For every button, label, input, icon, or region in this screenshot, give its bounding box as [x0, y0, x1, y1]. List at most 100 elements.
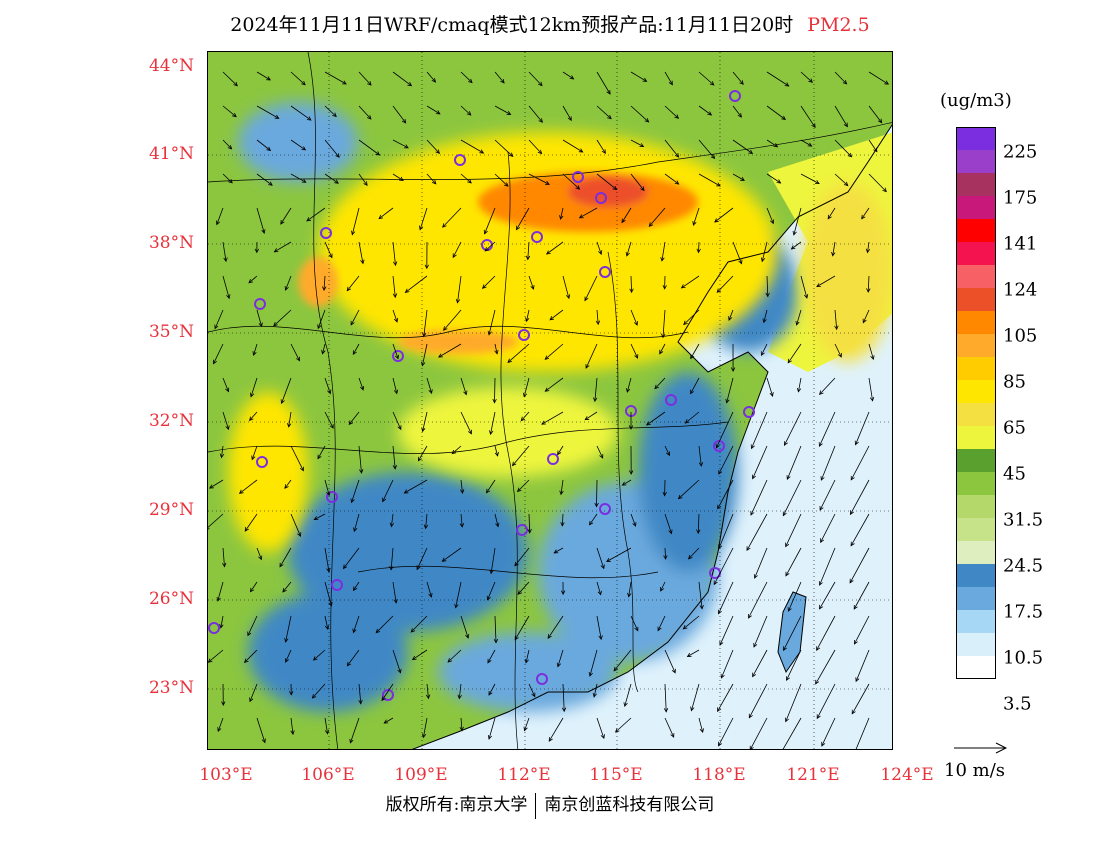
wind-arrow: [410, 615, 428, 633]
wind-arrow: [273, 309, 292, 327]
wind-arrow: [528, 275, 535, 290]
wind-arrow: [358, 139, 381, 156]
lon-label: 112°E: [497, 765, 551, 785]
wind-arrow: [483, 207, 496, 235]
color-swatch: [956, 449, 996, 472]
wind-arrow: [585, 343, 598, 369]
lat-label: 44°N: [148, 56, 194, 76]
lon-label: 118°E: [692, 765, 746, 785]
wind-arrow: [280, 377, 292, 405]
color-swatch: [956, 633, 996, 656]
wind-arrow: [254, 241, 260, 254]
wind-arrow: [324, 581, 333, 607]
wind-arrow: [322, 275, 327, 291]
wind-arrow: [760, 241, 768, 263]
wind-arrow: [249, 683, 258, 703]
wind-arrow: [850, 513, 870, 547]
wind-arrow: [816, 683, 836, 720]
wind-arrow: [782, 479, 802, 517]
legend-label: 124: [1003, 279, 1038, 301]
wind-arrow: [784, 411, 802, 446]
wind-arrow: [250, 581, 258, 593]
wind-arrow: [358, 445, 364, 474]
wind-arrow: [494, 71, 505, 84]
wind-arrow: [517, 581, 530, 595]
color-swatch: [956, 426, 996, 449]
wind-arrow: [730, 343, 736, 372]
color-swatch: [956, 150, 996, 173]
wind-arrow: [868, 377, 875, 402]
wind-arrow: [324, 717, 330, 735]
wind-arrow: [690, 377, 700, 395]
legend-label: 85: [1003, 371, 1026, 393]
wind-arrow: [714, 207, 734, 223]
wind-arrow: [222, 411, 230, 431]
wind-arrow: [313, 513, 326, 521]
wind-arrow: [516, 207, 530, 231]
wind-arrow: [392, 581, 398, 604]
wind-arrow: [850, 445, 870, 481]
wind-arrow: [630, 105, 650, 123]
city-marker: [208, 622, 220, 634]
title-text: 2024年11月11日WRF/cmaq模式12km预报产品:11月11日20时: [230, 14, 794, 36]
wind-arrow: [222, 173, 233, 184]
wind-arrow: [819, 479, 836, 511]
wind-arrow: [596, 547, 605, 570]
wind-arrow: [486, 581, 496, 601]
wind-arrow: [692, 207, 700, 226]
wind-arrow: [290, 343, 300, 362]
lon-label: 109°E: [394, 765, 448, 785]
wind-arrow: [782, 717, 802, 749]
wind-arrow: [353, 581, 360, 592]
wind-arrow: [596, 445, 604, 459]
wind-arrow: [311, 683, 326, 699]
wind-arrow: [664, 173, 680, 185]
wind-vectors: [208, 71, 890, 749]
wind-arrow: [460, 173, 472, 184]
wind-arrow: [815, 649, 836, 685]
wind-arrow: [630, 139, 645, 147]
wind-arrow: [447, 649, 462, 663]
copyright-owner: 版权所有:南京大学: [385, 795, 528, 815]
legend-label: 10.5: [1003, 647, 1044, 669]
color-swatch: [956, 380, 996, 403]
wind-arrow: [324, 105, 337, 118]
wind-arrow: [248, 275, 258, 284]
pollutant-label: PM2.5: [807, 14, 870, 36]
wind-arrow: [378, 207, 394, 220]
wind-arrow: [728, 309, 734, 322]
wind-arrow: [766, 71, 790, 87]
wind-arrow: [317, 445, 326, 460]
wind-arrow: [324, 615, 330, 630]
wind-arrow: [285, 649, 292, 663]
wind-arrow: [321, 343, 326, 355]
wind-arrow: [528, 71, 543, 87]
wind-arrow: [766, 207, 775, 225]
wind-arrow: [648, 207, 666, 227]
wind-arrow: [855, 649, 870, 683]
wind-arrow: [324, 173, 339, 184]
wind-arrow: [460, 377, 468, 396]
city-marker: [595, 192, 607, 204]
wind-arrow: [545, 241, 564, 255]
wind-arrow: [862, 309, 870, 324]
wind-arrow: [389, 513, 395, 528]
wind-arrow: [324, 479, 331, 497]
city-marker: [531, 231, 543, 243]
wind-arrow: [562, 275, 571, 300]
city-marker: [256, 456, 268, 468]
legend-label: 3.5: [1003, 693, 1032, 715]
wind-arrow: [553, 547, 564, 554]
lat-label: 23°N: [148, 678, 194, 698]
wind-arrow: [800, 105, 816, 129]
wind-arrow: [868, 105, 883, 124]
wind-arrow: [222, 377, 230, 393]
wind-arrow: [544, 377, 564, 392]
wind-arrow: [290, 445, 304, 472]
wind-arrow: [460, 71, 473, 84]
wind-arrow: [690, 683, 700, 712]
color-swatch: [956, 288, 996, 311]
city-marker: [326, 491, 338, 503]
wind-arrow: [312, 649, 326, 661]
wind-arrow: [715, 411, 734, 449]
